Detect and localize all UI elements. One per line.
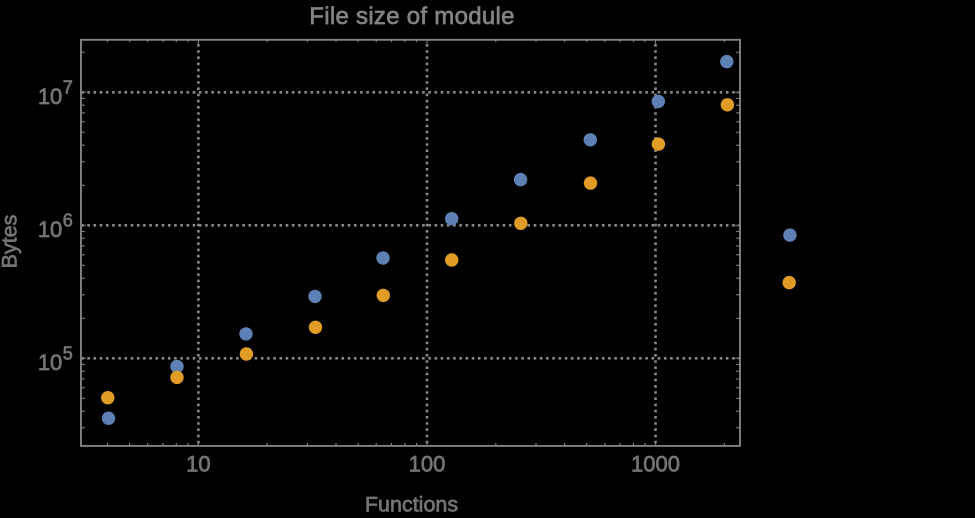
svg-text:10: 10	[38, 350, 62, 375]
svg-text:10: 10	[38, 217, 62, 242]
svg-text:Bytes: Bytes	[0, 215, 22, 269]
svg-text:File size of module: File size of module	[309, 3, 514, 30]
svg-text:6: 6	[63, 210, 73, 230]
svg-text:10: 10	[38, 84, 62, 109]
svg-text:10: 10	[186, 451, 210, 476]
svg-text:5: 5	[63, 343, 73, 363]
svg-text:Functions: Functions	[365, 493, 458, 513]
svg-text:1000: 1000	[631, 451, 680, 476]
svg-text:100: 100	[409, 451, 446, 476]
svg-text:7: 7	[63, 77, 73, 97]
